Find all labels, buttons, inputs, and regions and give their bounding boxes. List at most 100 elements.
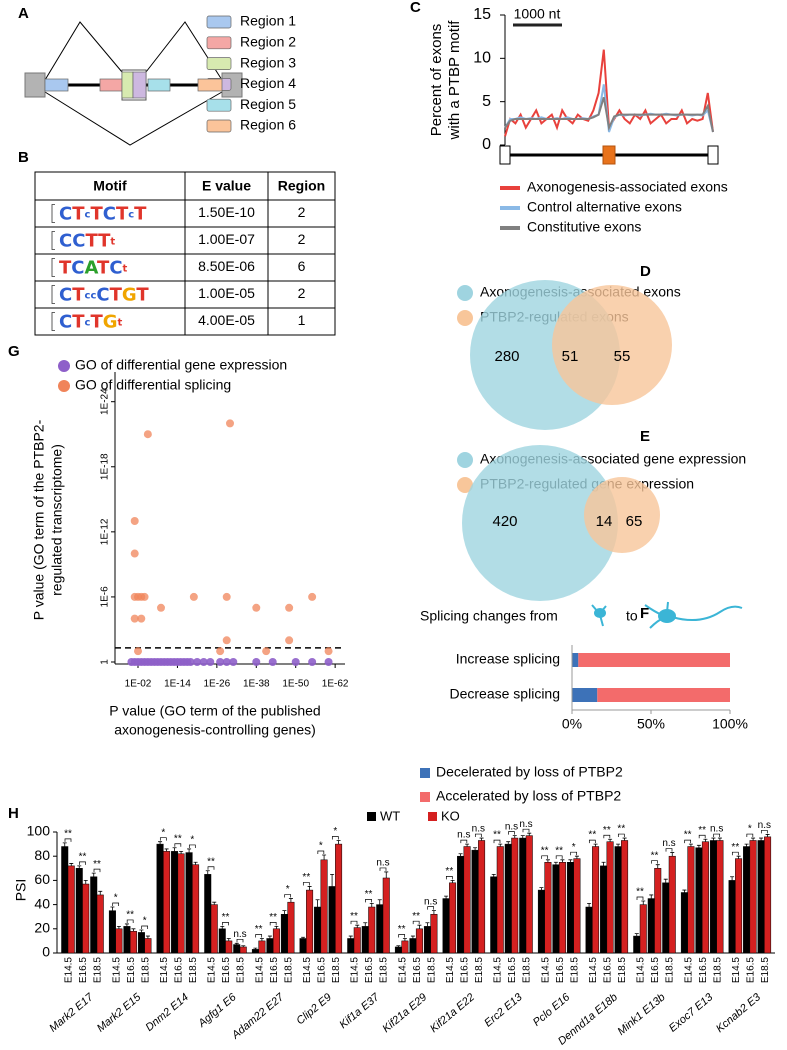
motif-logo: TCATCt — [59, 258, 128, 279]
significance-label: n.s — [376, 858, 389, 869]
significance-label: * — [143, 916, 147, 927]
scatter-point — [206, 658, 215, 666]
error-bar — [688, 843, 693, 847]
error-bar — [616, 843, 621, 847]
error-bar — [417, 924, 422, 929]
time-label: E18.5 — [331, 957, 342, 984]
error-bar — [315, 899, 320, 908]
significance-bracket — [570, 851, 578, 856]
bar-segment — [597, 688, 730, 702]
scatter-point — [216, 647, 225, 656]
scatter-point — [252, 603, 261, 612]
y-tick-label: 100 — [27, 823, 51, 839]
significance-bracket — [588, 839, 596, 844]
table-header: Motif — [93, 178, 127, 194]
time-label: E14.5 — [636, 957, 647, 984]
x-tick-label: 100% — [712, 716, 748, 732]
y-tick-label: 10 — [473, 50, 491, 67]
error-bar — [83, 880, 88, 885]
time-label: E16.5 — [745, 957, 756, 984]
venn-set — [462, 445, 618, 601]
bar — [156, 843, 164, 954]
error-bar — [259, 938, 264, 941]
scatter-point — [222, 592, 231, 601]
scatter-point — [140, 592, 149, 601]
legend-marker — [457, 285, 473, 301]
time-label: E14.5 — [64, 957, 75, 984]
significance-label: ** — [255, 924, 263, 935]
x-tick-label: 1E-62 — [322, 679, 349, 690]
time-label: E18.5 — [188, 957, 199, 984]
bar — [716, 840, 724, 954]
bar — [108, 910, 116, 954]
legend-label: GO of differential gene expression — [75, 357, 287, 373]
significance-label: n.s — [424, 896, 437, 907]
error-bar — [110, 906, 115, 911]
venn-count: 51 — [562, 348, 579, 365]
legend-label: Region 5 — [240, 96, 296, 112]
bar — [82, 883, 90, 954]
time-label: E16.5 — [364, 957, 375, 984]
significance-label: * — [286, 884, 290, 895]
bar — [382, 877, 390, 954]
y-axis-label: regulated transcriptome) — [49, 444, 65, 596]
time-label: E18.5 — [665, 957, 676, 984]
scale-label: 1000 nt — [514, 6, 561, 22]
time-label: E18.5 — [283, 957, 294, 984]
venn-count: 280 — [494, 348, 519, 365]
error-bar — [574, 855, 579, 859]
error-bar — [377, 899, 382, 905]
subtitle: Splicing changes from — [420, 608, 558, 624]
error-bar — [634, 933, 639, 937]
x-tick-label: 1E-50 — [282, 679, 309, 690]
error-bar — [545, 859, 550, 863]
time-label: E14.5 — [111, 957, 122, 984]
error-bar — [205, 870, 210, 875]
bar — [376, 904, 384, 954]
subtitle: to — [626, 608, 638, 624]
error-bar — [444, 895, 449, 899]
legend-label: Region 4 — [240, 75, 296, 91]
significance-bracket — [222, 922, 229, 926]
motif-logo: CTcTGt — [59, 312, 123, 333]
y-tick-label: 60 — [34, 871, 50, 887]
error-bar — [355, 924, 360, 928]
error-bar — [473, 847, 478, 851]
bar — [552, 864, 560, 954]
table-cell: 1.50E-10 — [198, 204, 255, 220]
significance-label: n.s — [662, 838, 675, 849]
y-axis-label: Percent of exons — [428, 24, 445, 137]
significance-label: ** — [588, 830, 596, 841]
time-label: E18.5 — [236, 957, 247, 984]
significance-bracket — [159, 837, 167, 841]
bar — [353, 927, 361, 954]
error-bar — [458, 853, 463, 857]
time-label: E18.5 — [93, 957, 104, 984]
scatter-point — [324, 647, 333, 656]
error-bar — [730, 876, 735, 881]
significance-bracket — [236, 938, 244, 943]
error-bar — [520, 835, 525, 839]
logo-axis — [51, 285, 55, 304]
time-label: E18.5 — [379, 957, 390, 984]
significance-label: ** — [350, 911, 358, 922]
scatter-point — [143, 430, 152, 439]
bar — [204, 874, 212, 954]
y-axis-label: with a PTBP motif — [446, 20, 463, 141]
significance-label: * — [190, 835, 194, 846]
bar — [585, 906, 593, 954]
significance-bracket — [555, 855, 563, 859]
error-bar — [384, 871, 389, 878]
legend-marker — [457, 310, 473, 326]
error-bar — [124, 923, 129, 927]
time-label: E14.5 — [588, 957, 599, 984]
error-bar — [145, 935, 150, 939]
error-bar — [703, 838, 708, 842]
bar — [558, 862, 566, 954]
error-bar — [164, 848, 169, 852]
bar — [592, 846, 600, 954]
significance-bracket — [665, 848, 673, 852]
bar — [701, 841, 709, 954]
gene-model — [499, 145, 719, 165]
